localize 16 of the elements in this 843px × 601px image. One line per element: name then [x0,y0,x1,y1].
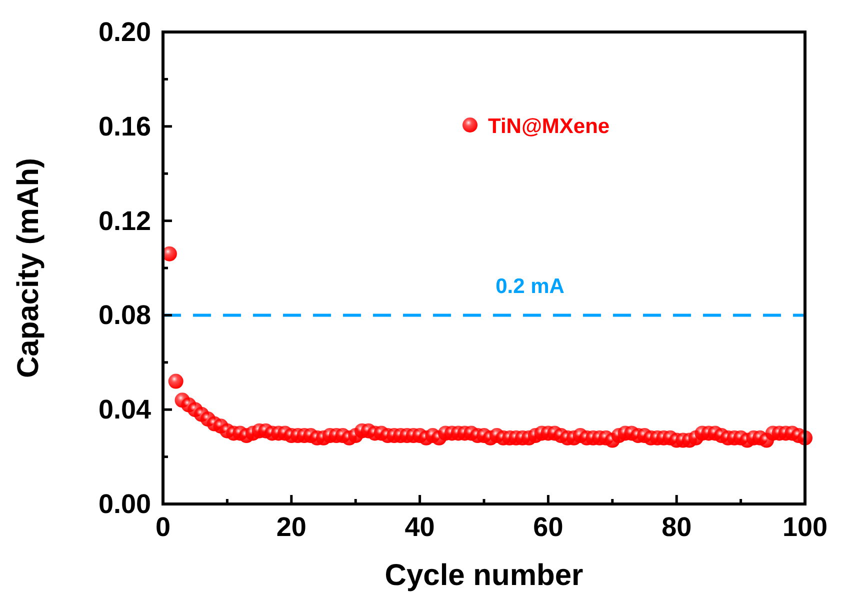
x-tick-label: 80 [662,512,692,542]
ref-line-label: 0.2 mA [496,275,564,298]
x-tick-label: 40 [404,512,435,542]
y-tick-label: 0.20 [98,17,151,47]
y-tick-label: 0.16 [98,111,151,142]
x-tick-label: 20 [276,512,306,542]
x-tick-label: 100 [782,512,828,542]
legend-label: TiN@MXene [488,115,610,138]
x-tick-label: 60 [533,512,564,542]
y-tick-label: 0.08 [98,300,151,330]
y-tick-label: 0.04 [98,394,151,425]
y-tick-label: 0.12 [98,206,151,236]
x-axis-title: Cycle number [384,559,584,592]
y-axis-title: Capacity (mAh) [12,158,45,378]
text: 0.00 [98,489,151,519]
x-tick-label: 0 [155,512,171,542]
